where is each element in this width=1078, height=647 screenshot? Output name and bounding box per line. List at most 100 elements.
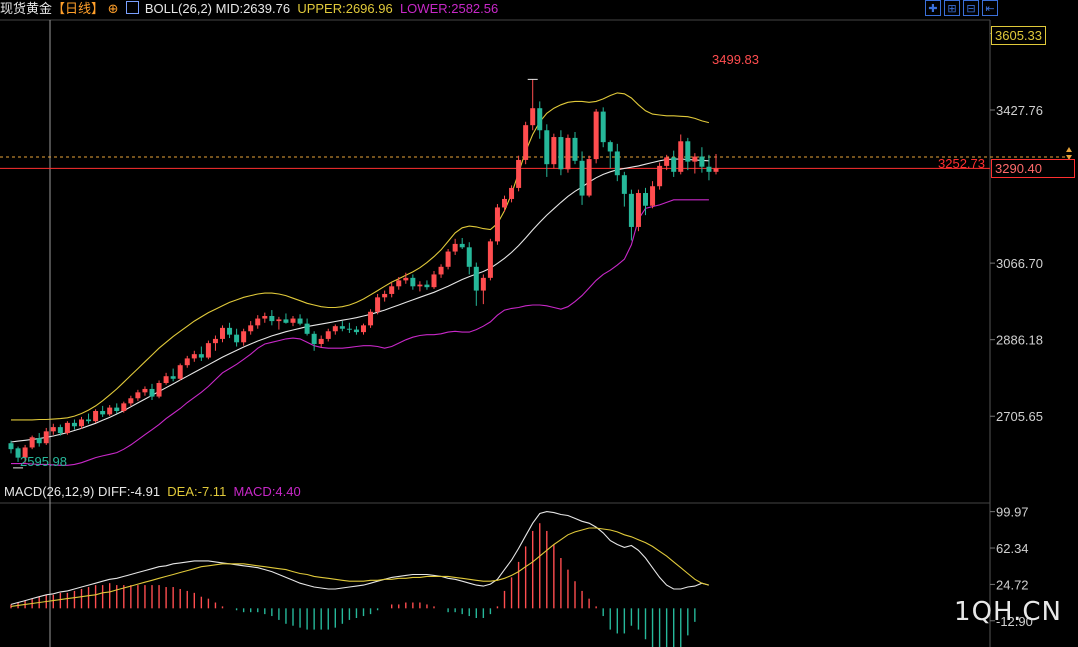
candle-body	[685, 141, 691, 162]
candle-body	[699, 156, 705, 167]
candle-body	[262, 316, 268, 319]
candle-body	[36, 438, 42, 444]
candle-body	[600, 111, 606, 143]
candle-body	[332, 326, 338, 332]
candle-body	[382, 293, 388, 298]
candle-body	[480, 277, 486, 291]
candle-body	[368, 311, 374, 326]
candle-body	[509, 187, 515, 199]
candle-body	[523, 125, 529, 160]
candle-body	[156, 383, 162, 397]
reference-marker-icon	[1066, 155, 1072, 160]
candle-body	[29, 437, 35, 448]
candle-body	[22, 447, 28, 458]
top-price-box: 3605.33	[991, 26, 1046, 45]
price-tick-label: 2705.65	[996, 409, 1043, 424]
zoom-in-icon[interactable]: ⊞	[944, 0, 960, 16]
candle-body	[713, 168, 719, 172]
candle-body	[15, 448, 21, 458]
candle-body	[551, 137, 557, 165]
candle-body	[424, 284, 430, 288]
candle-body	[621, 175, 627, 194]
boll-mid: MID:2639.76	[215, 1, 291, 16]
candle-body	[614, 151, 620, 176]
candle-body	[135, 392, 141, 399]
candle-body	[635, 193, 641, 227]
settings-icon[interactable]: ⊕	[107, 1, 119, 16]
candle-body	[86, 419, 92, 422]
reference-marker-icon	[1066, 147, 1072, 152]
macd-dea: DEA:-7.11	[167, 484, 227, 499]
candle-body	[339, 326, 345, 329]
price-tick-label: 2886.18	[996, 333, 1043, 348]
macd-tick-label: 99.97	[996, 505, 1029, 520]
boll-upper: UPPER:2696.96	[297, 1, 393, 16]
candle-body	[452, 243, 458, 252]
candle-body	[671, 157, 677, 172]
candle-body	[389, 286, 395, 294]
candle-body	[544, 130, 550, 165]
candle-body	[396, 280, 402, 287]
candle-body	[191, 354, 197, 359]
boll-upper-line	[11, 92, 710, 421]
candle-body	[516, 159, 522, 188]
boll-label[interactable]: BOLL(26,2)	[144, 1, 213, 16]
candle-body	[304, 323, 310, 334]
candle-body	[227, 327, 233, 335]
candle-body	[128, 398, 134, 404]
candle-body	[565, 137, 571, 170]
candle-body	[530, 108, 536, 126]
candle-body	[43, 431, 49, 444]
candle-body	[431, 274, 437, 288]
candle-body	[537, 108, 543, 131]
candle-body	[107, 407, 113, 415]
candle-body	[473, 266, 479, 291]
macd-header: MACD(26,12,9) DIFF:-4.91 DEA:-7.11 MACD:…	[4, 483, 301, 501]
macd-diff: DIFF:-4.91	[97, 484, 161, 499]
candle-body	[361, 325, 366, 333]
candle-body	[558, 137, 564, 170]
boll-lower: LOWER:2582.56	[399, 1, 499, 16]
candle-body	[64, 422, 70, 434]
candle-body	[692, 156, 698, 162]
candle-body	[220, 327, 225, 339]
candle-body	[290, 318, 296, 323]
candle-body	[149, 388, 155, 397]
candle-body	[297, 318, 303, 324]
candle-body	[79, 419, 84, 427]
zoom-out-icon[interactable]: ⊟	[963, 0, 979, 16]
candle-body	[572, 137, 578, 161]
period-selector[interactable]: 【日线】	[52, 1, 105, 16]
macd-tick-label: 62.34	[996, 541, 1029, 556]
candle-body	[706, 166, 712, 172]
macd-diff-line	[10, 511, 710, 605]
candle-body	[325, 331, 331, 339]
low-price-label: 2595.98	[20, 454, 67, 469]
candle-body	[607, 142, 613, 152]
watermark: 1QH.CN	[954, 597, 1062, 627]
candle-body	[403, 277, 409, 281]
candle-body	[198, 354, 204, 358]
candle-body	[248, 325, 254, 332]
candle-body	[445, 251, 451, 267]
candle-body	[459, 243, 465, 248]
candle-body	[502, 198, 507, 208]
candle-body	[212, 338, 218, 344]
candle-body	[678, 141, 684, 172]
price-overlay-label: 3252.73	[938, 156, 985, 171]
step-icon[interactable]: ⇤	[982, 0, 998, 16]
macd-label[interactable]: MACD(26,12,9)	[4, 484, 95, 499]
crosshair-icon[interactable]: ✚	[925, 0, 941, 16]
macd-dea-line	[10, 527, 710, 607]
candle-body	[664, 157, 670, 166]
price-tick-label: 3066.70	[996, 256, 1043, 271]
candle-body	[241, 331, 247, 343]
candle-body	[417, 284, 423, 287]
indicator-icon[interactable]	[126, 1, 140, 14]
candle-body	[318, 338, 324, 344]
candle-body	[375, 297, 381, 312]
candle-body	[163, 376, 169, 384]
candle-body	[205, 343, 211, 358]
price-tick-label: 3427.76	[996, 103, 1043, 118]
